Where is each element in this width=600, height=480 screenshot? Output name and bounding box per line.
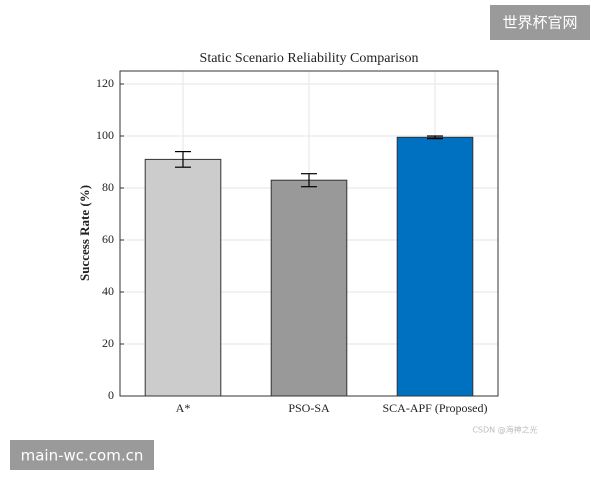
- chart-title: Static Scenario Reliability Comparison: [200, 51, 419, 66]
- x-tick-label: A*: [176, 401, 191, 415]
- plot-frame: [119, 70, 499, 397]
- x-tick-label: PSO-SA: [288, 401, 330, 415]
- y-tick-label: 80: [102, 180, 114, 194]
- y-axis-label: Success Rate (%): [77, 185, 92, 281]
- watermark-box: [10, 440, 154, 470]
- bar: [396, 136, 474, 397]
- bar: [144, 158, 222, 397]
- y-tick-label: 120: [96, 76, 114, 90]
- y-tick-label: 0: [108, 388, 114, 402]
- watermark: main-wc.com.cn: [21, 447, 144, 465]
- y-tick-label: 60: [102, 232, 114, 246]
- x-tick-label: SCA-APF (Proposed): [382, 401, 487, 415]
- plot-area: 0 20 40 60 80 100 120 A* PSO-SA SCA-APF (Proposed…: [96, 70, 499, 415]
- watermark: CSDN @海神之光: [472, 425, 537, 435]
- y-tick-label: 40: [102, 284, 114, 298]
- watermark: 世界杯官网: [502, 14, 577, 32]
- y-tick-label: 100: [96, 128, 114, 142]
- y-tick-label: 20: [102, 336, 114, 350]
- watermark-box: [490, 5, 590, 40]
- bar: [270, 179, 348, 397]
